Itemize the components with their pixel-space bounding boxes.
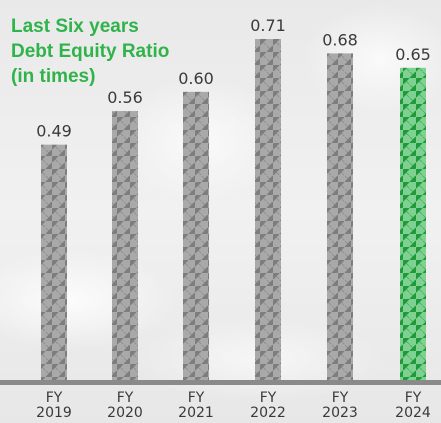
x-tick-label-year: 2022 [250, 405, 286, 421]
title-line-1: Last Six years [11, 16, 139, 37]
x-tick-label-prefix: FY [405, 390, 422, 406]
x-tick-label-year: 2023 [322, 405, 358, 421]
data-label-fy-2024: 0.65 [395, 45, 431, 64]
x-tick-label-year: 2020 [107, 405, 143, 421]
bar-fy-2023 [327, 53, 353, 381]
x-tick-label-year: 2019 [36, 405, 72, 421]
bar-fy-2020 [112, 111, 138, 381]
x-tick-label-prefix: FY [260, 390, 277, 406]
data-label-fy-2019: 0.49 [36, 122, 72, 141]
x-axis-baseline [0, 380, 441, 385]
chart-title: Last Six years Debt Equity Ratio (in tim… [11, 14, 169, 89]
x-tick-label-year: 2024 [395, 405, 431, 421]
title-line-3: (in times) [11, 66, 96, 87]
x-tick-label-year: 2021 [178, 405, 214, 421]
data-label-fy-2023: 0.68 [322, 30, 358, 49]
x-tick-label-prefix: FY [117, 390, 134, 406]
bar-fy-2019 [41, 144, 67, 380]
bar-fy-2021 [183, 91, 209, 380]
title-line-2: Debt Equity Ratio [11, 41, 170, 62]
data-label-fy-2022: 0.71 [250, 16, 286, 35]
x-tick-label-prefix: FY [332, 390, 349, 406]
bar-fy-2022 [255, 39, 281, 380]
x-tick-label-prefix: FY [46, 390, 63, 406]
data-label-fy-2020: 0.56 [107, 88, 143, 107]
bar-fy-2024 [400, 67, 426, 381]
x-tick-label-prefix: FY [188, 390, 205, 406]
data-label-fy-2021: 0.60 [178, 69, 214, 88]
